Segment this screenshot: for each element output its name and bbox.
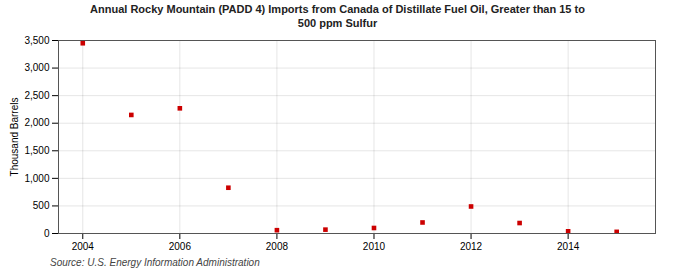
svg-text:1,500: 1,500 (24, 144, 49, 155)
svg-text:500: 500 (33, 200, 50, 211)
svg-text:2010: 2010 (363, 240, 386, 251)
svg-text:3,500: 3,500 (24, 34, 49, 45)
svg-text:2008: 2008 (266, 240, 289, 251)
html-text:Source: U.S. Energy Informatio: Source: U.S. Energy Information Administ… (50, 256, 260, 268)
svg-text:2,500: 2,500 (24, 89, 49, 100)
svg-text:1,000: 1,000 (24, 172, 49, 183)
svg-text:2006: 2006 (169, 240, 192, 251)
svg-text:2012: 2012 (460, 240, 483, 251)
svg-text:0: 0 (44, 227, 50, 238)
svg-text:2004: 2004 (72, 240, 95, 251)
svg-text:2,000: 2,000 (24, 117, 49, 128)
svg-text:2014: 2014 (557, 240, 580, 251)
svg-text:3,000: 3,000 (24, 62, 49, 73)
html-text:Annual Rocky Mountain (PADD 4): Annual Rocky Mountain (PADD 4) Imports f… (90, 3, 585, 29)
svg-text:Thousand Barrels: Thousand Barrels (9, 97, 20, 176)
